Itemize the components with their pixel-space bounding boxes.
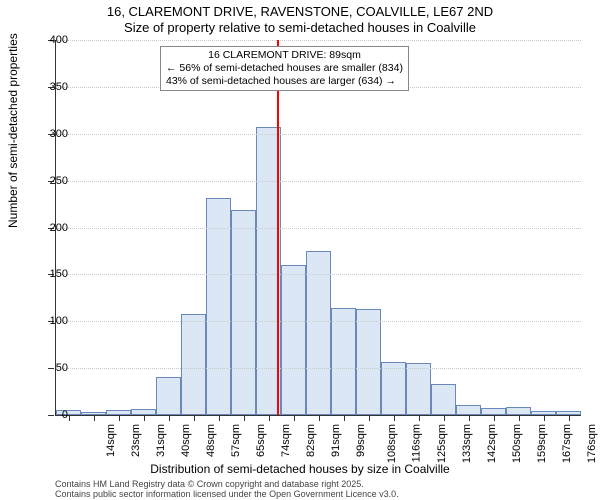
annotation-line: ← 56% of semi-detached houses are smalle… <box>166 62 403 75</box>
x-tick-label: 91sqm <box>330 424 342 457</box>
histogram-bar <box>356 309 381 415</box>
x-tick <box>244 415 245 421</box>
x-tick-label: 74sqm <box>280 424 292 457</box>
y-tick-label: 150 <box>50 268 68 280</box>
y-tick-label: 300 <box>50 128 68 140</box>
histogram-bar <box>281 265 306 415</box>
x-tick-label: 82sqm <box>305 424 317 457</box>
gridline <box>56 274 581 275</box>
x-tick-label: 14sqm <box>105 424 117 457</box>
y-tick-label: 400 <box>50 34 68 46</box>
histogram-bar <box>181 314 206 415</box>
gridline <box>56 40 581 41</box>
histogram-bar <box>431 384 456 415</box>
x-tick <box>69 415 70 421</box>
histogram-bar <box>456 405 481 415</box>
x-tick-label: 133sqm <box>461 424 473 463</box>
gridline <box>56 181 581 182</box>
x-tick-label: 40sqm <box>180 424 192 457</box>
chart-root: 16, CLAREMONT DRIVE, RAVENSTONE, COALVIL… <box>0 0 600 500</box>
credits-line2: Contains public sector information licen… <box>55 490 399 500</box>
x-tick <box>269 415 270 421</box>
gridline <box>56 134 581 135</box>
x-tick <box>494 415 495 421</box>
marker-line <box>277 40 279 415</box>
y-tick-label: 250 <box>50 175 68 187</box>
x-tick <box>444 415 445 421</box>
x-tick <box>319 415 320 421</box>
gridline <box>56 228 581 229</box>
x-tick <box>394 415 395 421</box>
y-tick-label: 100 <box>50 315 68 327</box>
x-tick <box>219 415 220 421</box>
x-tick <box>94 415 95 421</box>
histogram-bar <box>406 363 431 415</box>
x-tick-label: 116sqm <box>410 424 422 462</box>
plot-area <box>55 40 581 416</box>
annotation-line: 43% of semi-detached houses are larger (… <box>166 75 403 88</box>
x-tick <box>119 415 120 421</box>
credits: Contains HM Land Registry data © Crown c… <box>55 480 399 500</box>
histogram-bar <box>506 407 531 415</box>
histogram-bar <box>331 308 356 415</box>
chart-titles: 16, CLAREMONT DRIVE, RAVENSTONE, COALVIL… <box>0 4 600 35</box>
histogram-bar <box>231 210 256 415</box>
histogram-bar <box>156 377 181 415</box>
x-tick <box>469 415 470 421</box>
annotation-line: 16 CLAREMONT DRIVE: 89sqm <box>166 49 403 62</box>
chart-title-line1: 16, CLAREMONT DRIVE, RAVENSTONE, COALVIL… <box>0 4 600 20</box>
x-tick <box>569 415 570 421</box>
x-tick-label: 142sqm <box>486 424 498 463</box>
x-tick-label: 48sqm <box>205 424 217 457</box>
x-tick <box>294 415 295 421</box>
x-tick <box>194 415 195 421</box>
x-tick <box>144 415 145 421</box>
y-axis-label: Number of semi-detached properties <box>6 33 20 228</box>
y-tick <box>48 415 54 416</box>
chart-title-line2: Size of property relative to semi-detach… <box>0 20 600 36</box>
x-tick-label: 125sqm <box>436 424 448 463</box>
x-axis-label: Distribution of semi-detached houses by … <box>0 462 600 476</box>
gridline <box>56 368 581 369</box>
x-tick-label: 23sqm <box>130 424 142 457</box>
x-tick-label: 176sqm <box>586 424 598 463</box>
histogram-bar <box>381 362 406 415</box>
y-tick-label: 200 <box>50 222 68 234</box>
y-tick <box>48 368 54 369</box>
x-tick-label: 31sqm <box>155 424 167 457</box>
x-tick <box>169 415 170 421</box>
x-tick-label: 99sqm <box>355 424 367 457</box>
x-tick-label: 150sqm <box>511 424 523 463</box>
gridline <box>56 321 581 322</box>
x-tick-label: 108sqm <box>386 424 398 463</box>
annotation-box: 16 CLAREMONT DRIVE: 89sqm← 56% of semi-d… <box>160 46 409 91</box>
y-tick-label: 50 <box>56 362 68 374</box>
x-tick <box>344 415 345 421</box>
x-tick-label: 65sqm <box>255 424 267 457</box>
x-tick <box>369 415 370 421</box>
histogram-bar <box>206 198 231 416</box>
x-tick-label: 57sqm <box>230 424 242 457</box>
x-tick-label: 167sqm <box>561 424 573 463</box>
histogram-bar <box>306 251 331 415</box>
y-tick-label: 0 <box>62 409 68 421</box>
x-tick <box>419 415 420 421</box>
x-tick <box>544 415 545 421</box>
x-tick-label: 159sqm <box>536 424 548 463</box>
y-tick-label: 350 <box>50 81 68 93</box>
x-tick <box>519 415 520 421</box>
